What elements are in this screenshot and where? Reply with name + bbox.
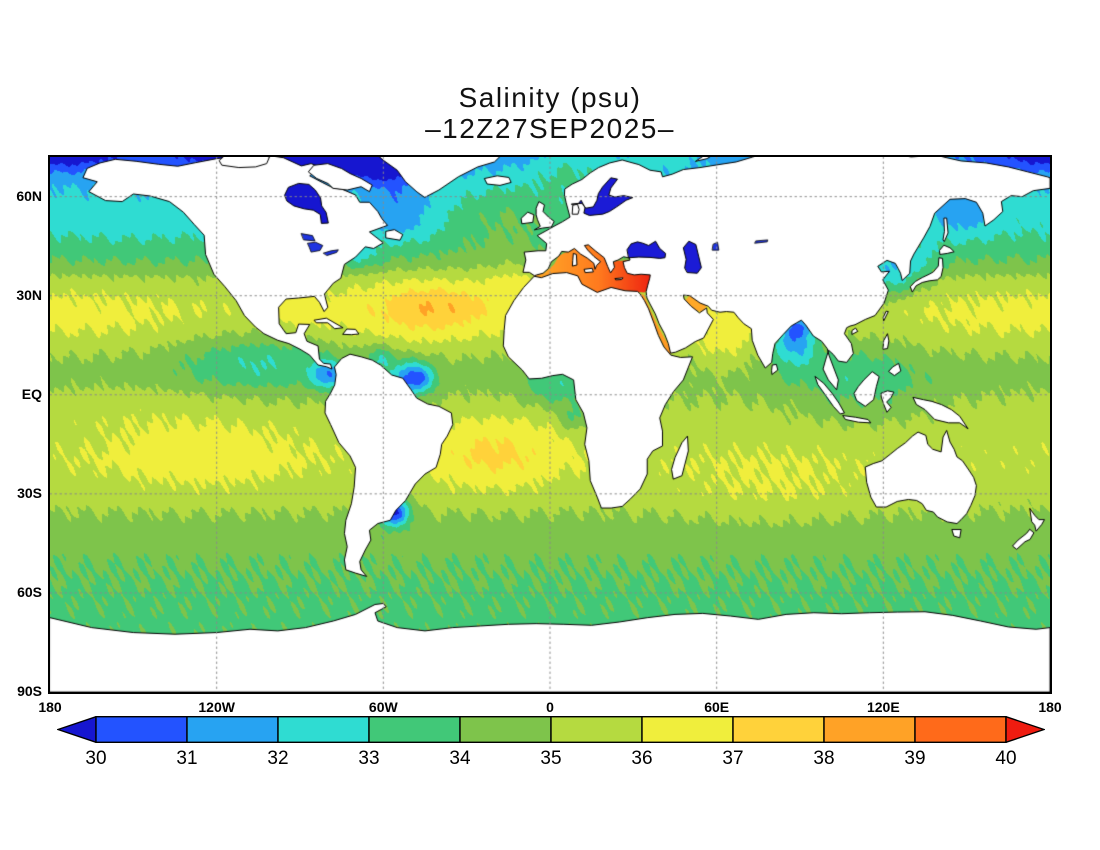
colorbar-tick-label-32: 32	[267, 748, 289, 769]
lat-tick-90S: 90S	[17, 683, 42, 699]
colorbar-segment-39	[914, 715, 1007, 744]
colorbar-tick-label-39: 39	[904, 748, 926, 769]
colorbar-tick-label-33: 33	[358, 748, 380, 769]
lon-tick-120E-120: 120E	[866, 699, 900, 715]
colorbar	[55, 715, 1047, 744]
colorbar-tick-label-34: 34	[449, 748, 471, 769]
colorbar-tick-label-40: 40	[995, 748, 1017, 769]
map-frame	[48, 155, 1052, 694]
colorbar-segment-34	[459, 715, 552, 744]
colorbar-segment-35	[550, 715, 643, 744]
lat-tick-EQ: EQ	[21, 385, 42, 402]
map-canvas	[50, 157, 1050, 692]
colorbar-under-arrow	[55, 715, 97, 744]
colorbar-segment-33	[368, 715, 461, 744]
lat-tick-30N: 30N	[16, 286, 42, 303]
colorbar-tick-label-35: 35	[540, 748, 562, 769]
lon-tick-60W--60: 60W	[368, 699, 398, 715]
lat-tick-60N: 60N	[16, 187, 42, 204]
colorbar-segment-31	[186, 715, 279, 744]
plot-title: Salinity (psu) –12Z27SEP2025–	[0, 82, 1100, 144]
colorbar-tick-label-38: 38	[813, 748, 835, 769]
lon-tick-60E-60: 60E	[704, 699, 730, 715]
colorbar-tick-label-36: 36	[631, 748, 653, 769]
colorbar-segment-36	[641, 715, 734, 744]
colorbar-segment-32	[277, 715, 370, 744]
colorbar-segment-38	[823, 715, 916, 744]
colorbar-segment-30	[95, 715, 188, 744]
lat-tick-60S: 60S	[17, 583, 42, 600]
colorbar-segment-37	[732, 715, 825, 744]
colorbar-scale	[55, 715, 1047, 744]
plot-title-line1: Salinity (psu)	[458, 82, 642, 113]
lat-tick-30S: 30S	[17, 484, 42, 501]
lon-tick-180--180: 180	[38, 699, 62, 715]
colorbar-tick-label-31: 31	[176, 748, 198, 769]
lon-tick-180-180: 180	[1038, 699, 1062, 715]
plot-title-line2: –12Z27SEP2025–	[425, 113, 675, 144]
lon-tick-0-0: 0	[546, 699, 554, 715]
colorbar-tick-label-37: 37	[722, 748, 744, 769]
colorbar-tick-label-30: 30	[85, 748, 107, 769]
lon-tick-120W--120: 120W	[198, 699, 235, 715]
colorbar-over-arrow	[1005, 715, 1047, 744]
